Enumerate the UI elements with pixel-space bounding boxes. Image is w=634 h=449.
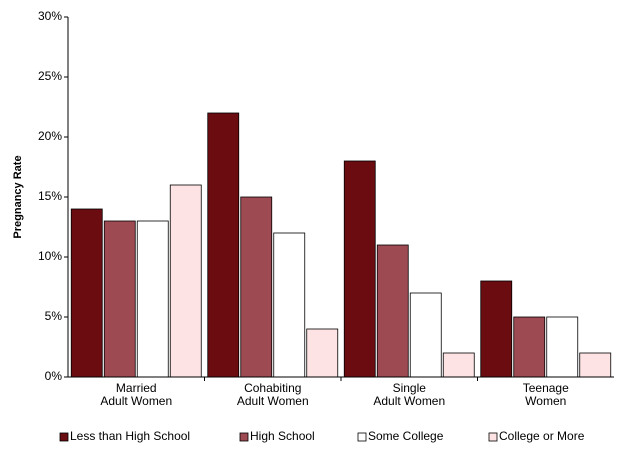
x-tick-label: Cohabiting Adult Women	[237, 381, 309, 408]
y-tick-label: 5%	[45, 309, 63, 323]
legend-label: Some College	[368, 429, 444, 443]
x-tick-label: Teenage Women	[523, 381, 569, 408]
legend-label: College or More	[499, 429, 585, 443]
bar	[579, 352, 612, 378]
legend-swatch	[59, 432, 69, 442]
y-tick-label: 10%	[38, 249, 62, 263]
legend-label: High School	[250, 429, 315, 443]
bar	[442, 352, 475, 378]
bar	[480, 280, 513, 378]
bar	[273, 232, 306, 378]
legend-label: Less than High School	[70, 429, 190, 443]
x-tick-label: Single Adult Women	[373, 381, 445, 408]
bar	[513, 316, 546, 378]
legend-swatch	[357, 432, 367, 442]
y-tick-label: 30%	[38, 9, 62, 23]
bar	[546, 316, 579, 378]
bar	[240, 196, 273, 378]
bar	[306, 328, 339, 378]
y-tick-label: 0%	[45, 369, 63, 383]
y-axis-title: Pregnancy Rate	[12, 155, 24, 238]
bar	[207, 112, 240, 378]
bar	[70, 208, 103, 378]
x-tick-label: Married Adult Women	[100, 381, 172, 408]
bar	[343, 160, 376, 378]
bar	[169, 184, 202, 378]
bar	[103, 220, 136, 378]
y-tick-label: 25%	[38, 69, 62, 83]
bar	[409, 292, 442, 378]
bar	[376, 244, 409, 378]
bar	[136, 220, 169, 378]
y-tick-label: 20%	[38, 129, 62, 143]
y-tick-label: 15%	[38, 189, 62, 203]
legend-swatch	[488, 432, 498, 442]
legend-swatch	[239, 432, 249, 442]
